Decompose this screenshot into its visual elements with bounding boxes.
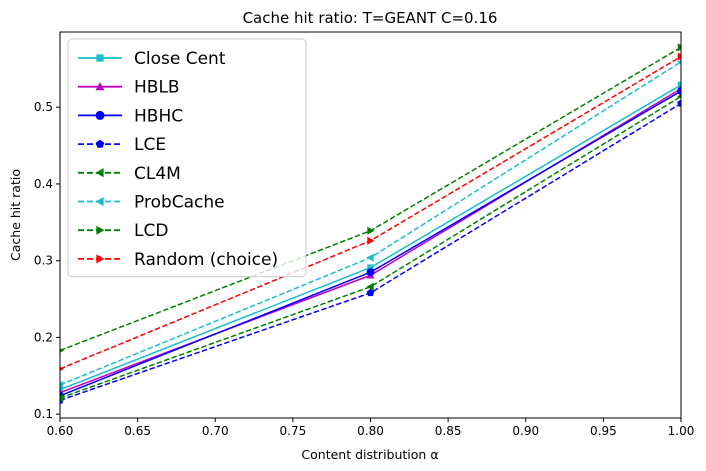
legend-box: [67, 38, 307, 278]
y-tick-label: 0.2: [34, 330, 53, 344]
data-point: [60, 366, 64, 372]
data-point: [60, 348, 64, 353]
y-tick-label: 0.1: [34, 407, 53, 421]
legend-marker: [95, 110, 105, 120]
data-point: [677, 43, 681, 52]
data-point: [677, 94, 681, 99]
series-0: [60, 81, 681, 393]
x-axis-label: Content distribution α: [301, 447, 438, 462]
data-point: [60, 381, 64, 390]
x-tick-label: 0.65: [124, 424, 151, 438]
y-axis-label: Cache hit ratio: [8, 169, 23, 261]
x-tick-label: 0.70: [202, 424, 229, 438]
data-point: [677, 81, 681, 89]
legend-marker: [95, 168, 104, 178]
legend-marker: [96, 54, 104, 62]
legend-item: Close Cent: [78, 49, 226, 69]
legend: Close Cent HBLB HBHC LCE CL4M ProbCache LCD Ran…: [67, 38, 307, 278]
legend-marker: [96, 254, 105, 264]
chart-title: Cache hit ratio: T=GEANT C=0.16: [243, 9, 498, 27]
legend-item: LCD: [78, 221, 168, 241]
x-tick-label: 0.80: [357, 424, 384, 438]
legend-item: CL4M: [78, 164, 181, 184]
data-point: [367, 264, 374, 271]
x-axis: 0.60 0.65 0.70 0.75 0.80 0.85 0.90 0.95 1.00: [47, 418, 695, 438]
legend-marker: [95, 139, 105, 148]
data-point: [366, 253, 374, 262]
data-point: [677, 52, 681, 61]
data-point: [367, 236, 375, 245]
y-tick-label: 0.4: [34, 177, 53, 191]
series-line: [60, 95, 681, 399]
series-5: [60, 59, 681, 390]
legend-item: LCE: [78, 135, 166, 155]
data-point: [366, 268, 375, 277]
x-tick-label: 0.85: [435, 424, 462, 438]
legend-label: Close Cent: [134, 49, 226, 69]
legend-label: LCD: [134, 221, 168, 241]
data-point: [367, 226, 375, 235]
y-axis: 0.1 0.2 0.3 0.4 0.5: [34, 100, 60, 421]
series-7: [60, 52, 681, 372]
legend-label: Random (choice): [134, 250, 278, 270]
x-tick-label: 1.00: [668, 424, 695, 438]
legend-marker: [96, 225, 105, 235]
legend-label: LCE: [134, 135, 166, 155]
data-point: [677, 99, 681, 107]
x-tick-label: 0.60: [47, 424, 74, 438]
series-group: [60, 43, 681, 404]
data-point: [60, 394, 64, 403]
legend-label: CL4M: [134, 164, 181, 184]
data-point: [366, 282, 374, 291]
legend-label: ProbCache: [134, 193, 225, 213]
legend-item: Random (choice): [78, 250, 278, 270]
legend-label: HBLB: [134, 78, 180, 98]
y-tick-label: 0.3: [34, 254, 53, 268]
x-tick-label: 0.75: [280, 424, 307, 438]
legend-marker: [95, 82, 105, 91]
data-point: [60, 386, 64, 393]
series-4: [60, 94, 681, 403]
legend-item: ProbCache: [78, 193, 225, 213]
legend-label: HBHC: [134, 106, 183, 126]
legend-item: HBLB: [78, 78, 180, 98]
legend-marker: [95, 197, 104, 206]
x-tick-label: 0.90: [512, 424, 539, 438]
x-tick-label: 0.95: [590, 424, 617, 438]
data-point: [366, 288, 375, 297]
series-6: [60, 43, 681, 353]
y-tick-label: 0.5: [34, 100, 53, 114]
plot-area: [59, 31, 682, 419]
data-point: [677, 59, 681, 65]
legend-item: HBHC: [78, 106, 183, 126]
data-point: [677, 87, 681, 96]
